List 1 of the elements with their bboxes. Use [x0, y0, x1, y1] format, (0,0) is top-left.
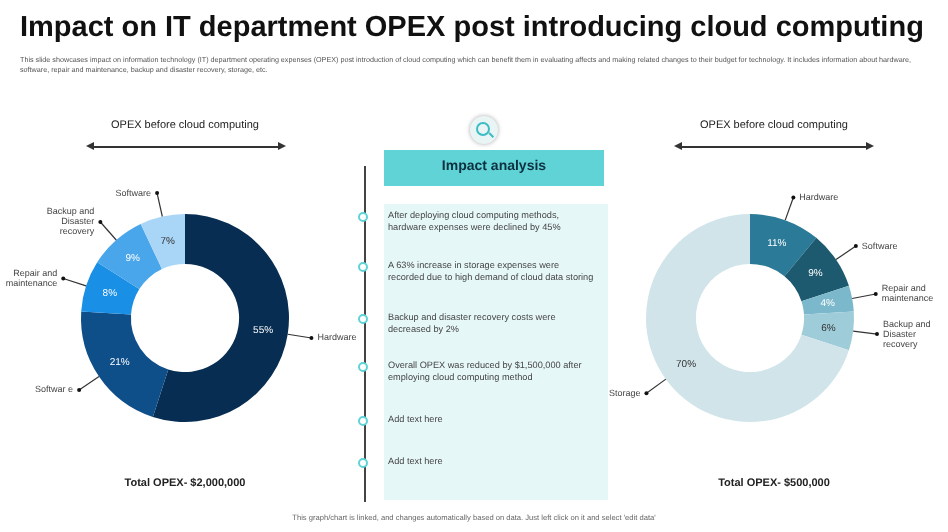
- text: Impact on IT department OPEX post introducing cloud computing: [20, 12, 924, 44]
